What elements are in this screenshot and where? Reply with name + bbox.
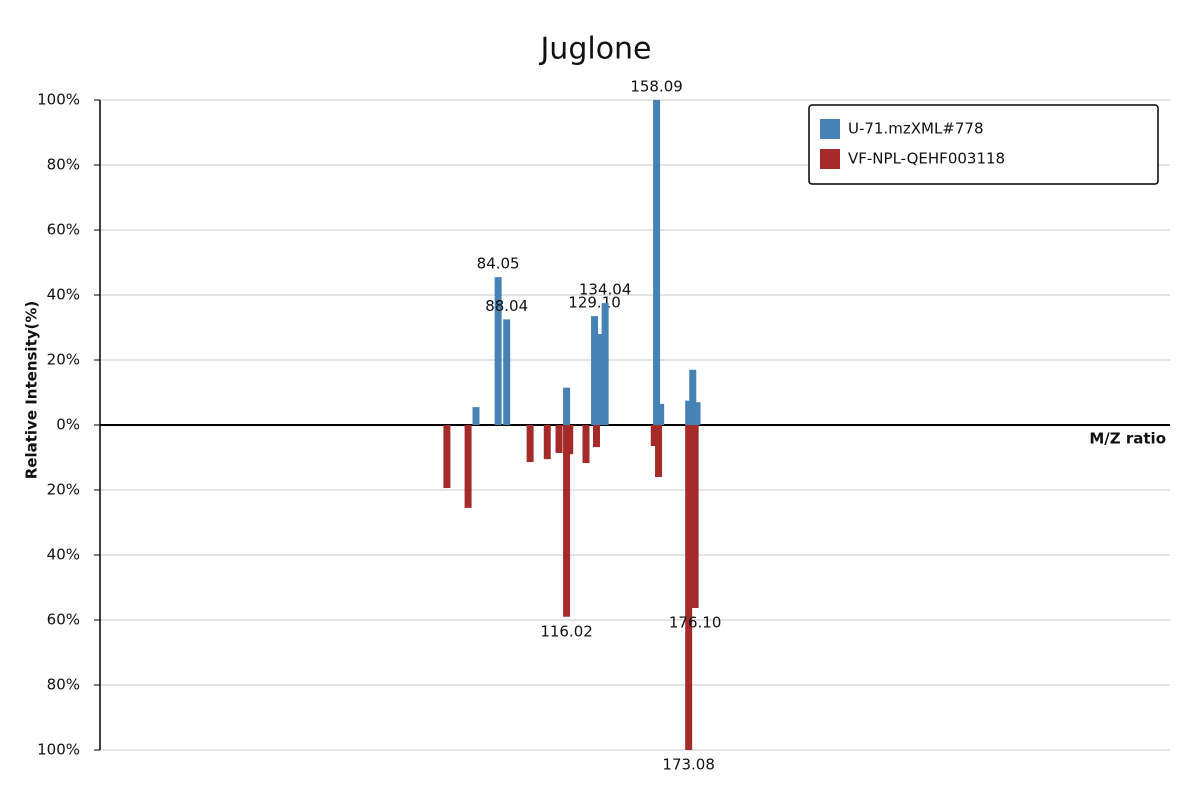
y-tick-label: 60% xyxy=(47,611,80,629)
bar xyxy=(655,425,663,477)
y-tick-label: 100% xyxy=(37,741,80,759)
y-tick-label: 20% xyxy=(47,351,80,369)
bar xyxy=(591,316,599,425)
legend-swatch xyxy=(820,119,840,139)
bar xyxy=(494,277,502,425)
y-tick-label: 60% xyxy=(47,221,80,239)
bar xyxy=(685,400,693,425)
y-tick-label: 80% xyxy=(47,156,80,174)
bar xyxy=(691,425,699,608)
bar xyxy=(601,303,609,425)
bar xyxy=(443,425,451,489)
bar xyxy=(653,100,661,425)
bar xyxy=(526,425,534,463)
peak-label: 173.08 xyxy=(662,756,715,774)
bar xyxy=(543,425,551,460)
legend-label: U-71.mzXML#778 xyxy=(848,120,984,138)
bar xyxy=(592,425,600,448)
y-tick-label: 40% xyxy=(47,546,80,564)
y-tick-label: 0% xyxy=(56,416,80,434)
y-axis-title: Relative Intensity(%) xyxy=(23,301,41,480)
y-tick-label: 40% xyxy=(47,286,80,304)
bar xyxy=(563,387,571,425)
peak-label: 134.04 xyxy=(579,281,632,299)
y-tick-label: 20% xyxy=(47,481,80,499)
legend-box xyxy=(808,104,1159,185)
chart-title: Juglone xyxy=(538,32,651,67)
bar xyxy=(566,425,574,455)
bar xyxy=(685,425,693,750)
y-tick-label: 80% xyxy=(47,676,80,694)
legend-label: VF-NPL-QEHF003118 xyxy=(848,150,1005,168)
bar xyxy=(464,425,472,508)
bar xyxy=(595,334,603,425)
bar xyxy=(657,403,665,425)
bar xyxy=(563,425,571,617)
x-axis-title: M/Z ratio xyxy=(1089,430,1166,448)
bar xyxy=(503,319,511,425)
peak-label: 84.05 xyxy=(477,255,520,273)
peak-label: 158.09 xyxy=(630,78,683,96)
bar xyxy=(693,402,701,425)
peak-label: 116.02 xyxy=(540,622,593,640)
bar xyxy=(582,425,590,464)
peak-label: 176.10 xyxy=(669,613,722,631)
peak-label: 88.04 xyxy=(485,297,528,315)
y-tick-label: 100% xyxy=(37,91,80,109)
bar xyxy=(650,425,658,447)
bar xyxy=(689,369,697,425)
legend-swatch xyxy=(820,149,840,169)
bar xyxy=(555,425,563,453)
bar xyxy=(472,407,480,425)
